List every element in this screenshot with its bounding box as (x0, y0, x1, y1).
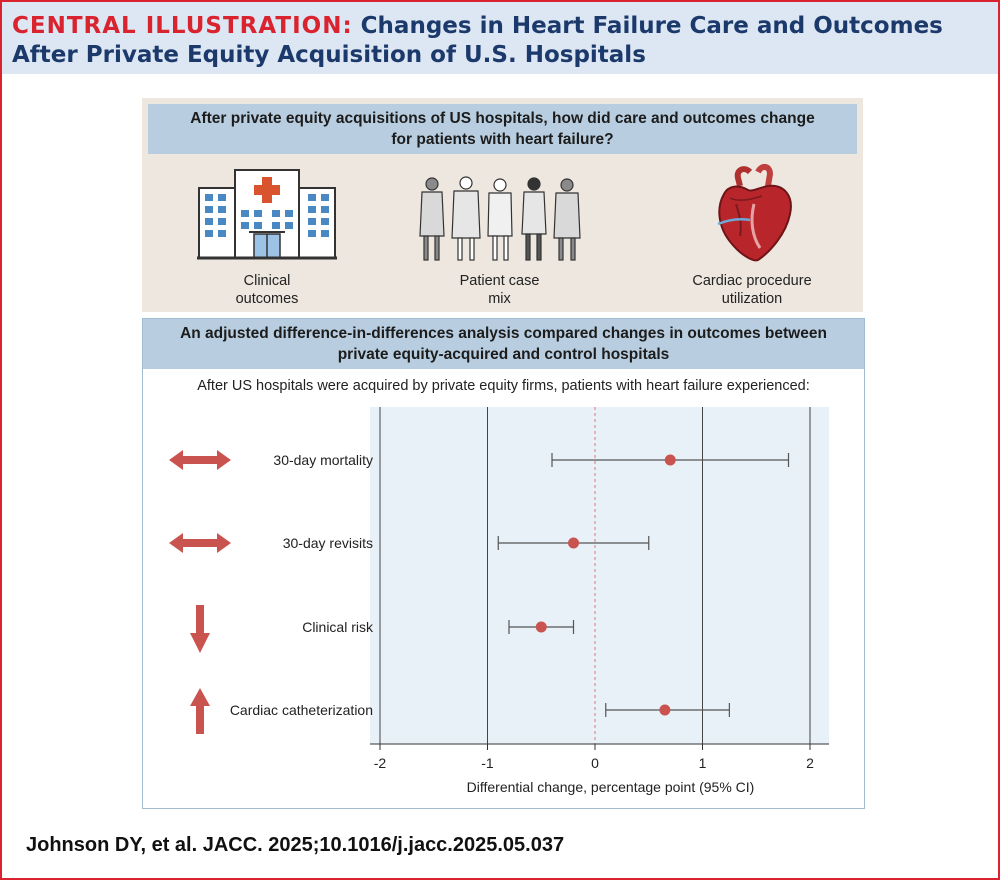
row-label: 30-day mortality (273, 452, 373, 468)
analysis-bar: An adjusted difference-in-differences an… (143, 319, 864, 369)
x-tick-label: 2 (806, 755, 814, 771)
forest-plot: -2 -1 0 1 2 Differential change, percentage p… (169, 407, 829, 795)
figure-title: CENTRAL ILLUSTRATION: Changes in Heart F… (12, 12, 972, 70)
top-panel: After private equity acquisitions of US … (142, 98, 863, 312)
up-arrow-icon (190, 688, 210, 734)
no-change-arrow-icon (169, 450, 231, 470)
down-arrow-icon (190, 605, 210, 653)
row-label: Cardiac catheterization (230, 702, 373, 718)
point-estimate (568, 537, 579, 549)
x-tick-label: 1 (699, 755, 707, 771)
icon-label-cardiac-procedure: Cardiac procedure utilization (692, 273, 812, 307)
hospital-icon (197, 169, 337, 260)
header-band: CENTRAL ILLUSTRATION: Changes in Heart F… (2, 2, 998, 74)
point-estimate (535, 621, 547, 633)
patients-icon (419, 176, 581, 261)
icon-label-patient-case-mix: Patient case mix (459, 273, 540, 307)
no-change-arrow-icon (169, 533, 231, 553)
question-bar: After private equity acquisitions of US … (148, 104, 857, 154)
analysis-text: An adjusted difference-in-differences an… (180, 325, 827, 363)
x-tick-label: -2 (374, 755, 387, 771)
title-label: CENTRAL ILLUSTRATION: (12, 13, 353, 39)
plot-area (370, 407, 829, 744)
bottom-panel: An adjusted difference-in-differences an… (142, 318, 865, 809)
icon-label-clinical-outcomes: Clinical outcomes (235, 273, 299, 307)
point-estimate (664, 454, 676, 466)
heart-icon (717, 164, 792, 262)
citation: Johnson DY, et al. JACC. 2025;10.1016/j.… (26, 834, 565, 856)
row-label: 30-day revisits (283, 535, 373, 551)
title-text: Changes in Heart Failure Care and Outcom… (12, 13, 943, 68)
row-label: Clinical risk (302, 619, 374, 635)
x-tick-label: -1 (481, 755, 494, 771)
chart-subtitle: After US hospitals were acquired by priv… (197, 378, 810, 394)
point-estimate (659, 704, 671, 716)
question-text: After private equity acquisitions of US … (190, 110, 815, 148)
x-axis-label: Differential change, percentage point (9… (467, 779, 755, 795)
x-tick-label: 0 (591, 755, 599, 771)
